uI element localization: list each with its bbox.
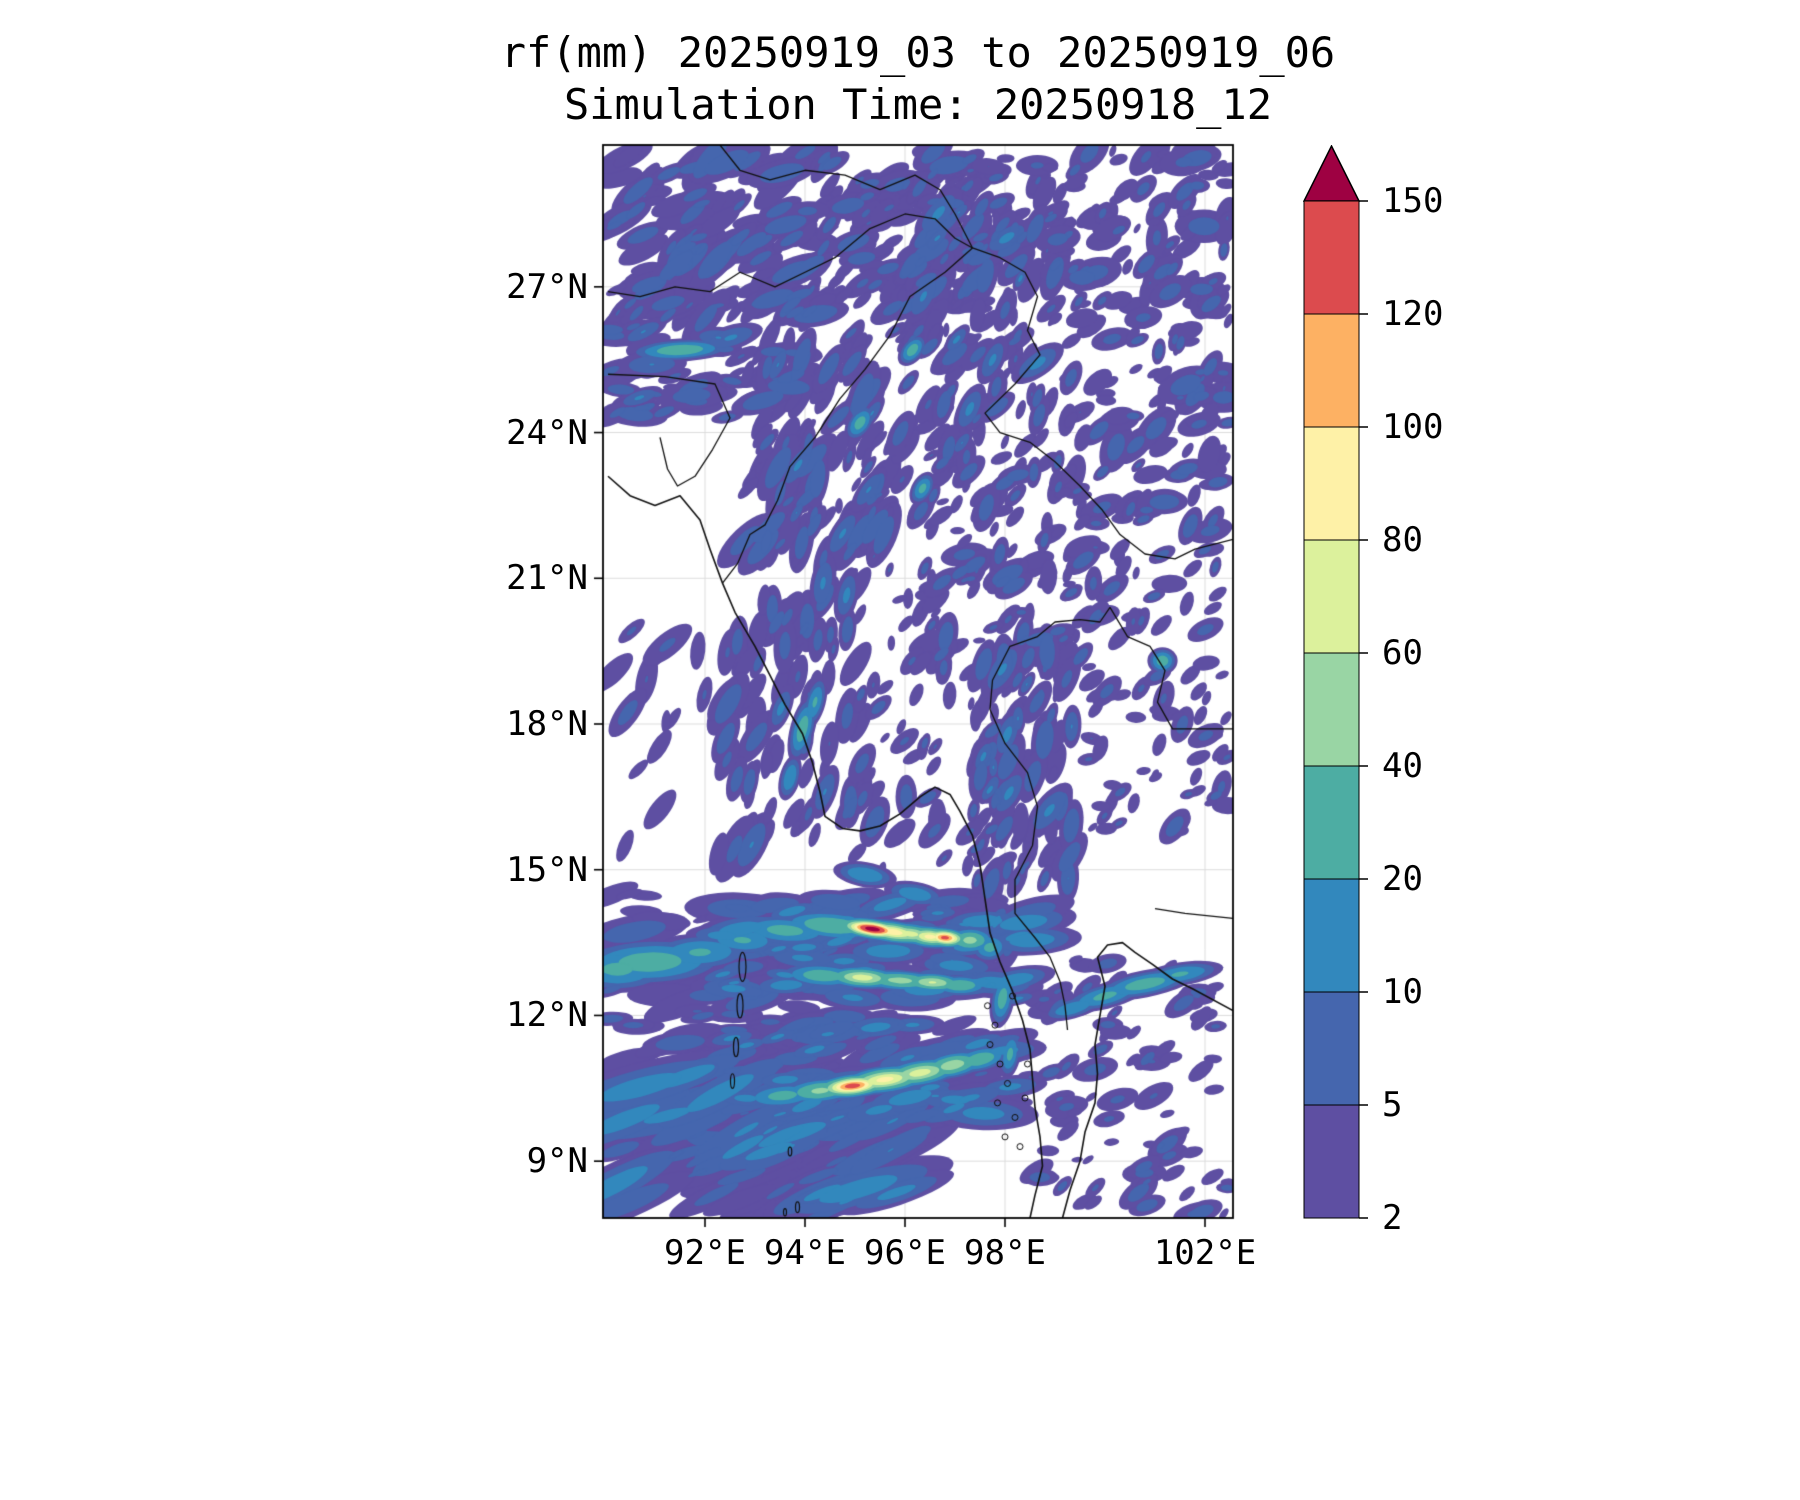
- colorbar-over-arrow: [1303, 145, 1361, 202]
- lon-tick-label-92e: 92°E: [664, 1233, 746, 1273]
- colorbar-segment: [1303, 765, 1360, 880]
- colorbar-segment: [1303, 313, 1360, 428]
- colorbar-segment: [1303, 991, 1360, 1106]
- colorbar-tick-label-10: 10: [1382, 972, 1423, 1012]
- colorbar-segment: [1303, 878, 1360, 993]
- colorbar: [1303, 145, 1368, 1219]
- colorbar-tick-label-5: 5: [1382, 1085, 1403, 1125]
- colorbar-tick-label-120: 120: [1382, 294, 1444, 334]
- colorbar-segment: [1303, 426, 1360, 541]
- lon-tick-label-96e: 96°E: [864, 1233, 946, 1273]
- lat-tick-label-24n: 24°N: [506, 413, 588, 453]
- plot-title: rf(mm) 20250919_03 to 20250919_06: [500, 28, 1336, 77]
- lat-tick-label-18n: 18°N: [506, 704, 588, 744]
- colorbar-ticks: [1359, 200, 1368, 1219]
- colorbar-tick-label-80: 80: [1382, 520, 1423, 560]
- lon-tick-label-98e: 98°E: [964, 1233, 1046, 1273]
- colorbar-tick-label-100: 100: [1382, 407, 1444, 447]
- colorbar-tick-label-40: 40: [1382, 746, 1423, 786]
- lon-tick-label-94e: 94°E: [764, 1233, 846, 1273]
- lat-tick-label-21n: 21°N: [506, 558, 588, 598]
- lat-tick-label-15n: 15°N: [506, 850, 588, 890]
- lat-tick-label-12n: 12°N: [506, 995, 588, 1035]
- colorbar-tick-label-20: 20: [1382, 859, 1423, 899]
- colorbar-tick-label-2: 2: [1382, 1198, 1403, 1238]
- lat-tick-label-27n: 27°N: [506, 267, 588, 307]
- lat-tick-label-9n: 9°N: [526, 1141, 588, 1181]
- colorbar-segment: [1303, 652, 1360, 767]
- plot-subtitle: Simulation Time: 20250918_12: [563, 80, 1272, 129]
- colorbar-tick-label-60: 60: [1382, 633, 1423, 673]
- lon-tick-label-102e: 102°E: [1153, 1233, 1257, 1273]
- colorbar-segment: [1303, 200, 1360, 315]
- colorbar-segment: [1303, 1104, 1360, 1219]
- colorbar-tick-label-150: 150: [1382, 181, 1444, 221]
- colorbar-segment: [1303, 539, 1360, 654]
